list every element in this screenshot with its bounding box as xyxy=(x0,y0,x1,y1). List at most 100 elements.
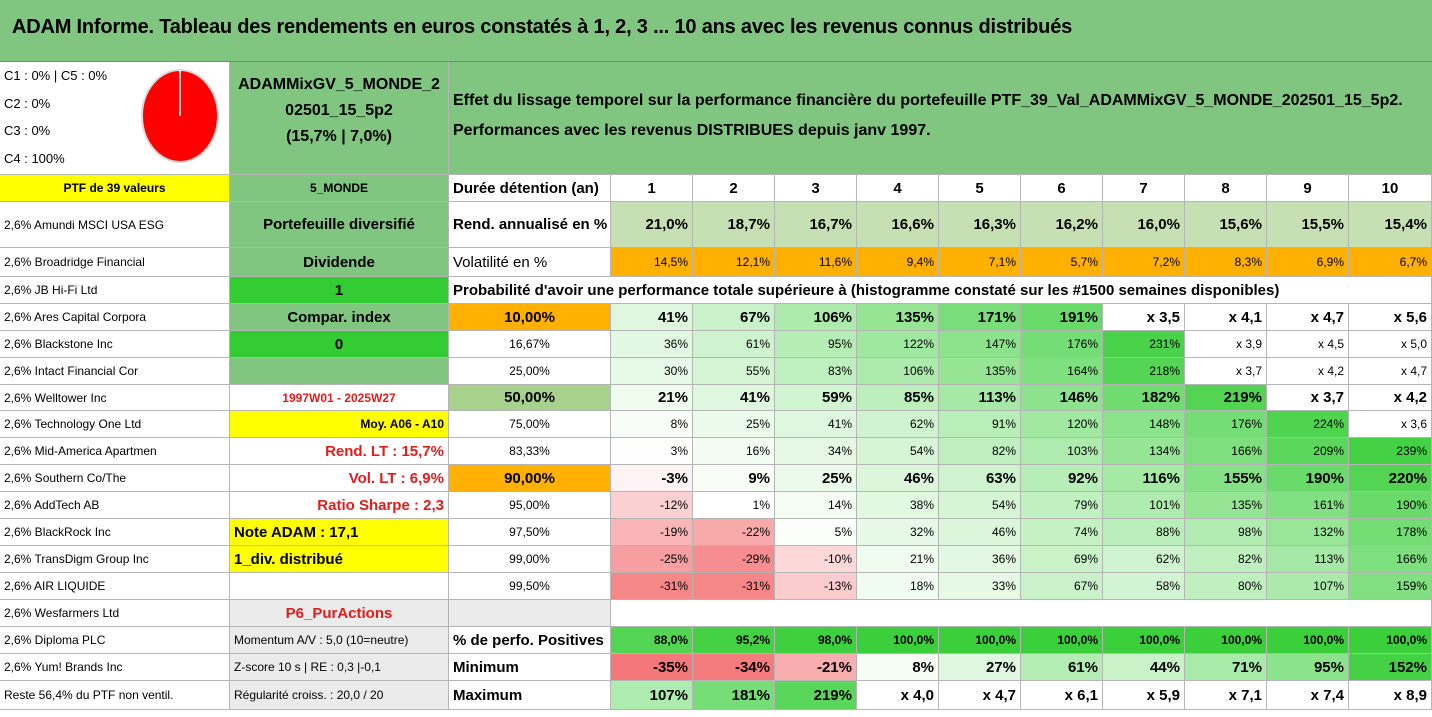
proba-value: 122% xyxy=(857,331,939,358)
proba-value: 95% xyxy=(775,331,857,358)
holding-row: 2,6% Technology One Ltd xyxy=(0,411,230,438)
proba-value: x 3,6 xyxy=(1349,411,1432,438)
proba-value: 41% xyxy=(611,304,693,331)
proba-value: 148% xyxy=(1103,411,1185,438)
rend-label: Rend. annualisé en % xyxy=(449,202,611,248)
proba-value: 18% xyxy=(857,573,939,600)
info-cell xyxy=(230,358,449,385)
proba-value: x 3,5 xyxy=(1103,304,1185,331)
proba-value: 63% xyxy=(939,465,1021,492)
vol-value: 14,5% xyxy=(611,248,693,277)
min-value: 95% xyxy=(1267,654,1349,681)
year-header: 3 xyxy=(775,175,857,202)
vol-value: 5,7% xyxy=(1021,248,1103,277)
info-cell: Note ADAM : 17,1 xyxy=(230,519,449,546)
proba-value: 80% xyxy=(1185,573,1267,600)
proba-value: -25% xyxy=(611,546,693,573)
vol-value: 8,3% xyxy=(1185,248,1267,277)
info-cell: Rend. LT : 15,7% xyxy=(230,438,449,465)
proba-value: 166% xyxy=(1349,546,1432,573)
proba-value: x 4,2 xyxy=(1267,358,1349,385)
portfolio-name-box: ADAMMixGV_5_MONDE_2 02501_15_5p2 (15,7% … xyxy=(230,62,449,175)
proba-value: 16% xyxy=(693,438,775,465)
composition-line: C4 : 100% xyxy=(4,151,65,166)
proba-value: 134% xyxy=(1103,438,1185,465)
proba-value: 46% xyxy=(939,519,1021,546)
proba-value: 25% xyxy=(693,411,775,438)
proba-value: 92% xyxy=(1021,465,1103,492)
vol-value: 7,2% xyxy=(1103,248,1185,277)
description-line: Performances avec les revenus DISTRIBUES… xyxy=(453,122,931,139)
max-value: x 6,1 xyxy=(1021,681,1103,710)
vol-value: 6,7% xyxy=(1349,248,1432,277)
proba-value: 220% xyxy=(1349,465,1432,492)
proba-value: x 4,1 xyxy=(1185,304,1267,331)
quantile-label: 83,33% xyxy=(449,438,611,465)
proba-value: 54% xyxy=(857,438,939,465)
proba-value: 21% xyxy=(857,546,939,573)
holding-row: 2,6% Intact Financial Cor xyxy=(0,358,230,385)
holding-row: 2,6% Welltower Inc xyxy=(0,385,230,411)
rend-value: 15,5% xyxy=(1267,202,1349,248)
proba-value: 91% xyxy=(939,411,1021,438)
proba-value: 113% xyxy=(1267,546,1349,573)
pos-value: 100,0% xyxy=(1021,627,1103,654)
proba-value: 219% xyxy=(1185,385,1267,411)
proba-value: 54% xyxy=(939,492,1021,519)
proba-value: 224% xyxy=(1267,411,1349,438)
proba-value: 62% xyxy=(1103,546,1185,573)
proba-value: 21% xyxy=(611,385,693,411)
proba-value: 159% xyxy=(1349,573,1432,600)
page-title: ADAM Informe. Tableau des rendements en … xyxy=(12,16,1073,38)
holding-row: 2,6% AIR LIQUIDE xyxy=(0,573,230,600)
proba-value: -31% xyxy=(693,573,775,600)
proba-value: x 4,2 xyxy=(1349,385,1432,411)
holding-row: 2,6% TransDigm Group Inc xyxy=(0,546,230,573)
year-header: 4 xyxy=(857,175,939,202)
rend-value: 16,6% xyxy=(857,202,939,248)
year-header: 9 xyxy=(1267,175,1349,202)
proba-value: x 3,7 xyxy=(1185,358,1267,385)
portfolio-name-line: ADAMMixGV_5_MONDE_2 xyxy=(238,76,440,93)
pos-value: 95,2% xyxy=(693,627,775,654)
proba-value: 59% xyxy=(775,385,857,411)
quantile-label: 97,50% xyxy=(449,519,611,546)
min-value: 61% xyxy=(1021,654,1103,681)
proba-value: 120% xyxy=(1021,411,1103,438)
proba-value: 1% xyxy=(693,492,775,519)
proba-value: 113% xyxy=(939,385,1021,411)
info-cell: 1 xyxy=(230,277,449,304)
proba-value: 178% xyxy=(1349,519,1432,546)
proba-value: -22% xyxy=(693,519,775,546)
proba-value: 8% xyxy=(611,411,693,438)
pos-label: % de perfo. Positives xyxy=(449,627,611,654)
proba-value: 155% xyxy=(1185,465,1267,492)
proba-value: 209% xyxy=(1267,438,1349,465)
proba-value: 82% xyxy=(1185,546,1267,573)
proba-value: 135% xyxy=(857,304,939,331)
max-value: x 7,4 xyxy=(1267,681,1349,710)
proba-value: 231% xyxy=(1103,331,1185,358)
proba-value: -31% xyxy=(611,573,693,600)
vol-value: 6,9% xyxy=(1267,248,1349,277)
quantile-label: 95,00% xyxy=(449,492,611,519)
vol-label: Volatilité en % xyxy=(449,248,611,277)
holding-row: 2,6% Blackstone Inc xyxy=(0,331,230,358)
quantile-label: 99,50% xyxy=(449,573,611,600)
quantile-label: 99,00% xyxy=(449,546,611,573)
info-cell: Z-score 10 s | RE : 0,3 |-0,1 xyxy=(230,654,449,681)
proba-value: -19% xyxy=(611,519,693,546)
proba-value: 41% xyxy=(693,385,775,411)
title-bar: ADAM Informe. Tableau des rendements en … xyxy=(0,0,1432,62)
duration-label: Durée détention (an) xyxy=(449,175,611,202)
proba-value: 164% xyxy=(1021,358,1103,385)
min-value: 44% xyxy=(1103,654,1185,681)
proba-value: x 4,5 xyxy=(1267,331,1349,358)
proba-value: 147% xyxy=(939,331,1021,358)
min-value: -35% xyxy=(611,654,693,681)
proba-value: x 4,7 xyxy=(1267,304,1349,331)
year-header: 10 xyxy=(1349,175,1432,202)
composition-line: C3 : 0% xyxy=(4,123,51,138)
max-value: x 4,0 xyxy=(857,681,939,710)
